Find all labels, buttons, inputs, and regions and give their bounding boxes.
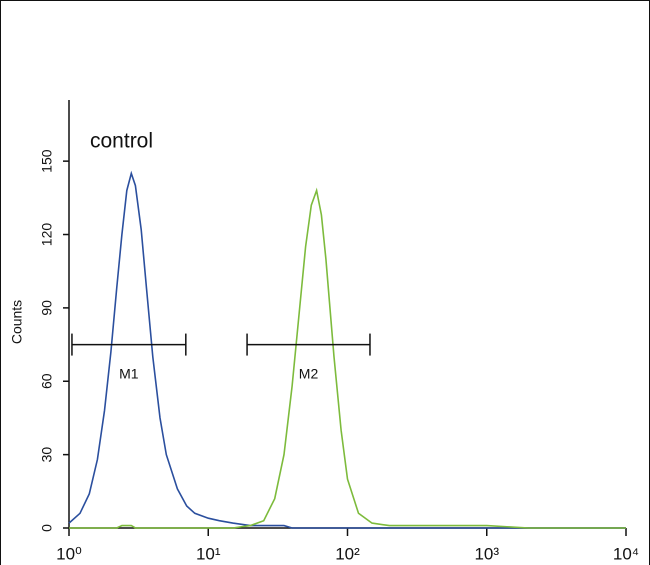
x-tick-label: 10³ [474, 544, 499, 563]
annotation: control [90, 130, 153, 153]
y-axis-label: Counts [9, 300, 25, 344]
marker-label: M2 [299, 365, 319, 381]
y-tick-label: 0 [39, 524, 55, 532]
x-tick-label: 10⁴ [613, 544, 639, 563]
histogram-line [69, 187, 626, 529]
x-tick-label: 10¹ [196, 544, 221, 563]
y-tick-label: 120 [39, 223, 55, 247]
x-tick-label: 10⁰ [56, 544, 82, 563]
y-tick-label: 30 [39, 447, 55, 463]
y-tick-label: 90 [39, 300, 55, 316]
x-tick-label: 10² [335, 544, 360, 563]
marker-label: M1 [119, 365, 139, 381]
y-tick-label: 60 [39, 373, 55, 389]
y-tick-label: 150 [39, 149, 55, 173]
